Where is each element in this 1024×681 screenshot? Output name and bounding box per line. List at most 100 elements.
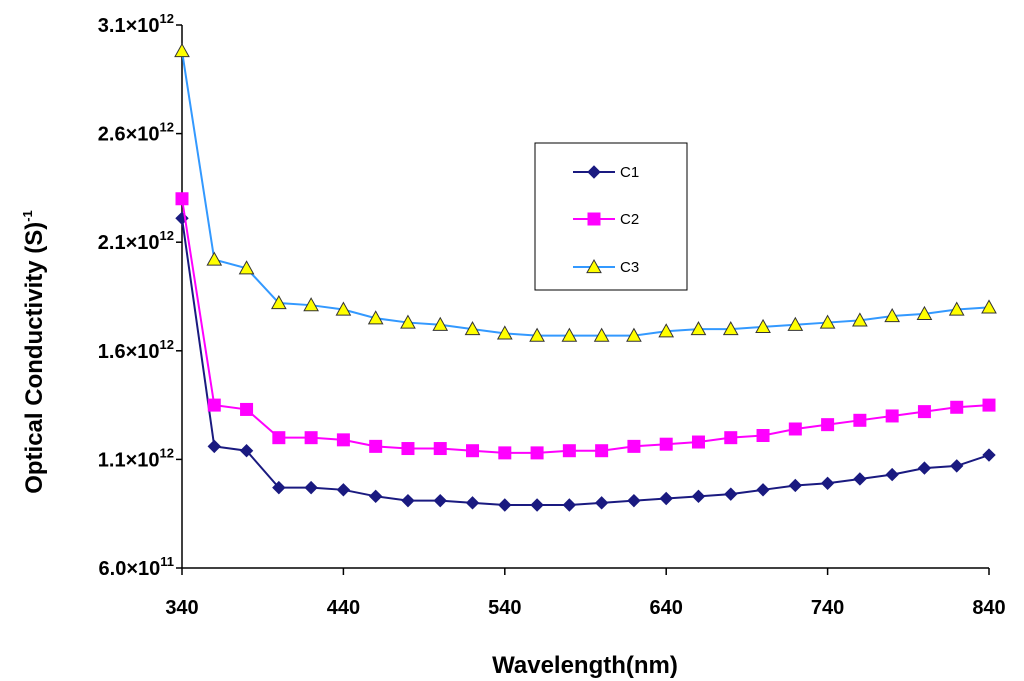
legend-box bbox=[534, 142, 688, 291]
legend-label-c2: C2 bbox=[620, 211, 639, 228]
data-point-c3 bbox=[755, 318, 771, 334]
data-point-c2 bbox=[917, 405, 931, 419]
data-point-c2 bbox=[950, 400, 964, 414]
data-point-c3 bbox=[722, 321, 739, 336]
legend-marker-c1 bbox=[587, 165, 601, 179]
series-c2 bbox=[175, 192, 996, 460]
data-point-c3 bbox=[529, 327, 545, 342]
data-point-c1 bbox=[336, 483, 351, 497]
data-point-c3 bbox=[270, 294, 287, 310]
data-point-c1 bbox=[982, 448, 996, 462]
data-point-c3 bbox=[367, 310, 384, 325]
x-ticks: 340 440 540 640 740 840 bbox=[165, 568, 1006, 619]
data-point-c3 bbox=[658, 323, 675, 338]
data-point-c1 bbox=[820, 476, 835, 490]
data-point-c1 bbox=[401, 493, 415, 508]
data-point-c1 bbox=[272, 480, 286, 495]
data-point-c1 bbox=[562, 498, 577, 512]
data-point-c1 bbox=[594, 496, 609, 510]
data-point-c1 bbox=[756, 483, 770, 497]
y-tick-label: 1.1×1012 bbox=[98, 445, 174, 471]
data-point-c2 bbox=[530, 446, 544, 460]
y-axis-title-superscript: -1 bbox=[20, 210, 35, 222]
y-axis-title: Optical Conductivity (S)-1 bbox=[20, 210, 48, 494]
data-point-c2 bbox=[821, 418, 835, 432]
y-tick-label: 3.1×1012 bbox=[98, 11, 174, 37]
data-point-c2 bbox=[595, 444, 609, 458]
data-point-c3 bbox=[496, 325, 513, 340]
data-point-c3 bbox=[303, 297, 319, 312]
data-point-c3 bbox=[206, 251, 223, 266]
data-point-c3 bbox=[852, 312, 868, 327]
data-point-c1 bbox=[691, 489, 706, 504]
data-point-c1 bbox=[498, 498, 512, 512]
data-point-c2 bbox=[691, 435, 705, 449]
data-point-c1 bbox=[885, 467, 899, 482]
axes bbox=[181, 25, 989, 569]
legend-marker-c3 bbox=[586, 258, 602, 274]
legend-label-c3: C3 bbox=[620, 259, 639, 276]
data-point-c2 bbox=[336, 433, 350, 447]
x-tick-label: 740 bbox=[811, 597, 844, 619]
data-point-c2 bbox=[627, 439, 641, 453]
data-point-c2 bbox=[240, 402, 254, 416]
data-point-c1 bbox=[304, 480, 318, 495]
data-point-c2 bbox=[401, 442, 415, 456]
data-point-c3 bbox=[948, 301, 965, 316]
series-c3 bbox=[174, 43, 997, 342]
data-point-c3 bbox=[432, 316, 449, 331]
y-tick-label: 1.6×1012 bbox=[98, 337, 174, 363]
y-axis-title-text: Optical Conductivity (S) bbox=[21, 222, 48, 494]
data-point-c1 bbox=[627, 493, 641, 508]
data-point-c3 bbox=[819, 314, 836, 329]
legend-label-c1: C1 bbox=[620, 164, 639, 181]
data-point-c2 bbox=[272, 431, 286, 445]
data-point-c2 bbox=[724, 431, 738, 445]
data-point-c3 bbox=[238, 260, 255, 275]
legend-marker-c2 bbox=[587, 212, 601, 226]
x-tick-label: 840 bbox=[972, 597, 1005, 619]
data-point-c2 bbox=[562, 444, 576, 458]
data-point-c2 bbox=[433, 442, 447, 456]
y-ticks: 6.0×1011 1.1×1012 1.6×1012 2.1×1012 2.6×1012… bbox=[98, 11, 182, 580]
legend: C1 C2 C3 bbox=[534, 142, 688, 291]
data-point-c1 bbox=[239, 444, 254, 458]
data-point-c2 bbox=[853, 413, 867, 427]
data-point-c1 bbox=[950, 459, 964, 473]
data-point-c3 bbox=[174, 43, 190, 58]
data-point-c3 bbox=[787, 316, 804, 331]
data-point-c1 bbox=[207, 439, 221, 454]
data-point-c2 bbox=[982, 398, 996, 412]
data-point-c3 bbox=[690, 321, 707, 336]
x-tick-label: 640 bbox=[650, 597, 683, 619]
data-point-c1 bbox=[659, 491, 673, 506]
data-point-c3 bbox=[335, 301, 352, 316]
data-point-c3 bbox=[916, 305, 933, 320]
data-point-c1 bbox=[530, 498, 544, 512]
data-point-c2 bbox=[756, 429, 770, 443]
data-point-c2 bbox=[369, 439, 383, 453]
x-tick-label: 340 bbox=[165, 597, 198, 619]
data-point-c2 bbox=[207, 398, 221, 412]
series-layer bbox=[174, 43, 997, 512]
x-tick-label: 540 bbox=[488, 597, 521, 619]
x-tick-label: 440 bbox=[327, 597, 360, 619]
data-point-c3 bbox=[884, 308, 901, 323]
data-point-c3 bbox=[464, 321, 481, 336]
data-point-c1 bbox=[433, 493, 447, 508]
data-point-c3 bbox=[561, 327, 578, 342]
data-point-c3 bbox=[626, 327, 642, 342]
y-tick-label: 6.0×1011 bbox=[99, 554, 174, 580]
data-point-c1 bbox=[724, 487, 738, 501]
series-line-c3 bbox=[181, 50, 990, 337]
data-point-c1 bbox=[917, 461, 932, 475]
data-point-c1 bbox=[788, 478, 803, 493]
data-point-c2 bbox=[885, 409, 899, 423]
data-point-c1 bbox=[853, 472, 867, 486]
data-point-c2 bbox=[175, 192, 189, 206]
data-point-c2 bbox=[304, 431, 318, 445]
data-point-c2 bbox=[659, 437, 673, 451]
y-tick-label: 2.1×1012 bbox=[98, 228, 174, 254]
data-point-c3 bbox=[400, 314, 416, 329]
